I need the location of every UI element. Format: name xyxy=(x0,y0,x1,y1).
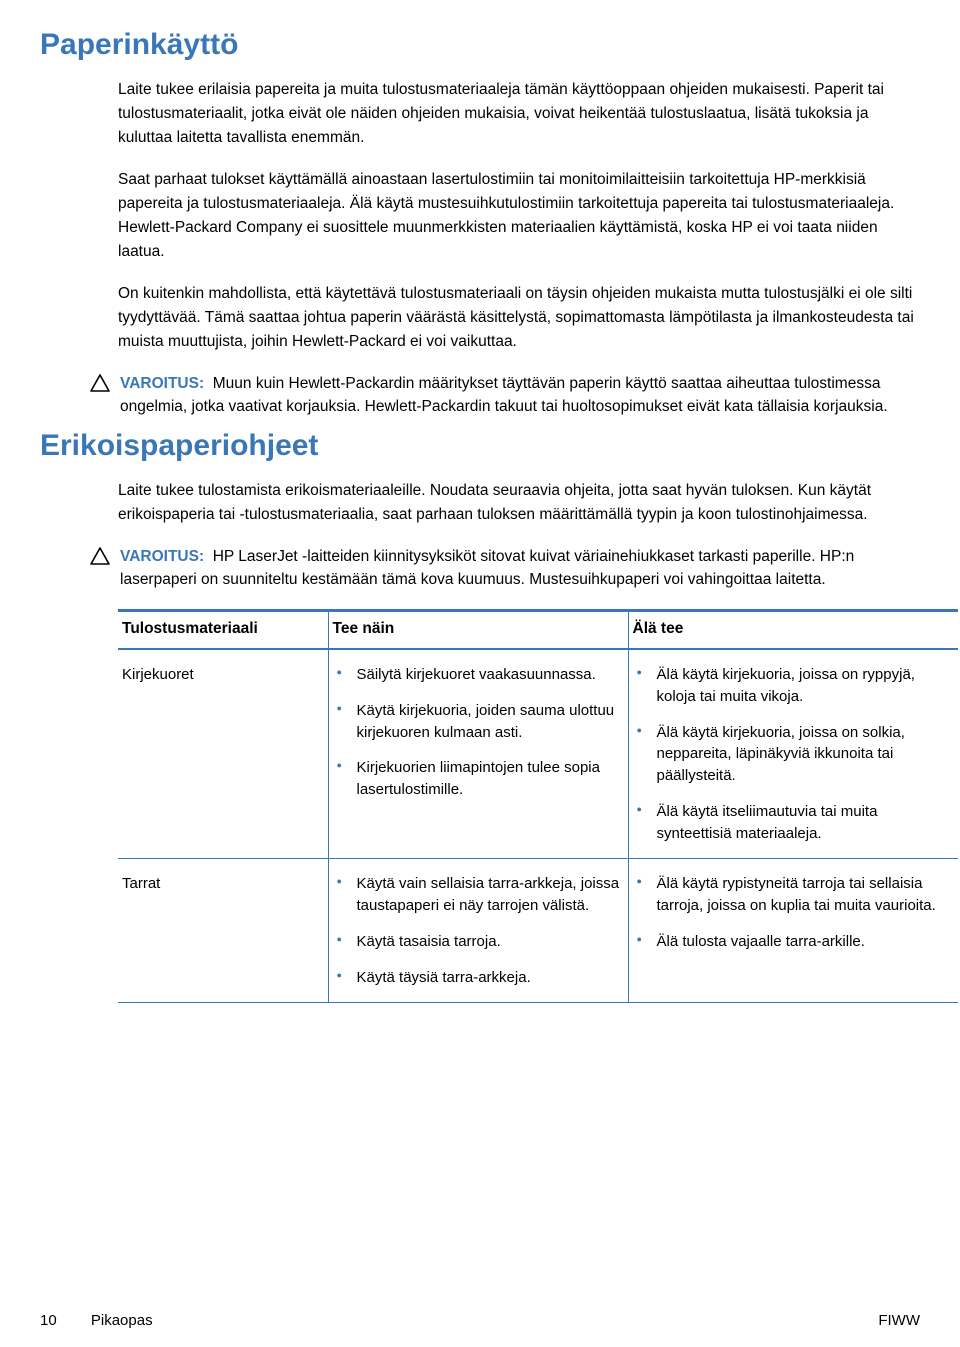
caution-icon xyxy=(90,547,114,570)
caution-1: VAROITUS: Muun kuin Hewlett-Packardin mä… xyxy=(90,372,920,419)
cell-dont: Älä käytä kirjekuoria, joissa on ryppyjä… xyxy=(628,649,958,859)
media-table: Tulostusmateriaali Tee näin Älä tee Kirj… xyxy=(118,609,958,1003)
caution-2-text: VAROITUS: HP LaserJet -laitteiden kiinni… xyxy=(120,545,920,592)
cell-dont: Älä käytä rypistyneitä tarroja tai sella… xyxy=(628,859,958,1003)
caution-1-label: VAROITUS: xyxy=(120,375,204,392)
cell-do: Säilytä kirjekuoret vaakasuunnassa. Käyt… xyxy=(328,649,628,859)
list-item: Käytä kirjekuoria, joiden sauma ulottuu … xyxy=(333,700,620,744)
caution-1-text: VAROITUS: Muun kuin Hewlett-Packardin mä… xyxy=(120,372,920,419)
caution-1-body: Muun kuin Hewlett-Packardin määritykset … xyxy=(120,375,888,415)
section-title-paper: Paperinkäyttö xyxy=(40,28,920,62)
cell-material: Kirjekuoret xyxy=(118,649,328,859)
list-item: Säilytä kirjekuoret vaakasuunnassa. xyxy=(333,664,620,686)
section2-p1: Laite tukee tulostamista erikoismateriaa… xyxy=(118,479,920,527)
section1-p2: Saat parhaat tulokset käyttämällä ainoas… xyxy=(118,168,920,264)
list-item: Käytä vain sellaisia tarra-arkkeja, jois… xyxy=(333,873,620,917)
list-item: Älä käytä rypistyneitä tarroja tai sella… xyxy=(633,873,951,917)
cell-do: Käytä vain sellaisia tarra-arkkeja, jois… xyxy=(328,859,628,1003)
section2-body: Laite tukee tulostamista erikoismateriaa… xyxy=(118,479,920,527)
table-row: Kirjekuoret Säilytä kirjekuoret vaakasuu… xyxy=(118,649,958,859)
th-material: Tulostusmateriaali xyxy=(118,611,328,650)
cell-material: Tarrat xyxy=(118,859,328,1003)
footer-left: Pikaopas xyxy=(91,1312,153,1329)
list-item: Kirjekuorien liimapintojen tulee sopia l… xyxy=(333,757,620,801)
th-do: Tee näin xyxy=(328,611,628,650)
th-dont: Älä tee xyxy=(628,611,958,650)
section1-p3: On kuitenkin mahdollista, että käytettäv… xyxy=(118,282,920,354)
table-body: Kirjekuoret Säilytä kirjekuoret vaakasuu… xyxy=(118,649,958,1003)
list-item: Käytä täysiä tarra-arkkeja. xyxy=(333,967,620,989)
caution-2-body: HP LaserJet -laitteiden kiinnitysyksiköt… xyxy=(120,548,854,588)
page-number: 10 xyxy=(40,1312,57,1329)
caution-2-label: VAROITUS: xyxy=(120,548,204,565)
caution-2: VAROITUS: HP LaserJet -laitteiden kiinni… xyxy=(90,545,920,592)
list-item: Älä käytä kirjekuoria, joissa on solkia,… xyxy=(633,722,951,787)
list-item: Käytä tasaisia tarroja. xyxy=(333,931,620,953)
page: Paperinkäyttö Laite tukee erilaisia pape… xyxy=(0,0,960,1347)
caution-icon xyxy=(90,374,114,397)
list-item: Älä tulosta vajaalle tarra-arkille. xyxy=(633,931,951,953)
footer: 10 Pikaopas FIWW xyxy=(40,1312,920,1329)
footer-right: FIWW xyxy=(878,1312,920,1329)
table-row: Tarrat Käytä vain sellaisia tarra-arkkej… xyxy=(118,859,958,1003)
section1-body: Laite tukee erilaisia papereita ja muita… xyxy=(118,78,920,354)
list-item: Älä käytä itseliimautuvia tai muita synt… xyxy=(633,801,951,845)
section1-p1: Laite tukee erilaisia papereita ja muita… xyxy=(118,78,920,150)
section-title-special: Erikoispaperiohjeet xyxy=(40,429,920,463)
list-item: Älä käytä kirjekuoria, joissa on ryppyjä… xyxy=(633,664,951,708)
